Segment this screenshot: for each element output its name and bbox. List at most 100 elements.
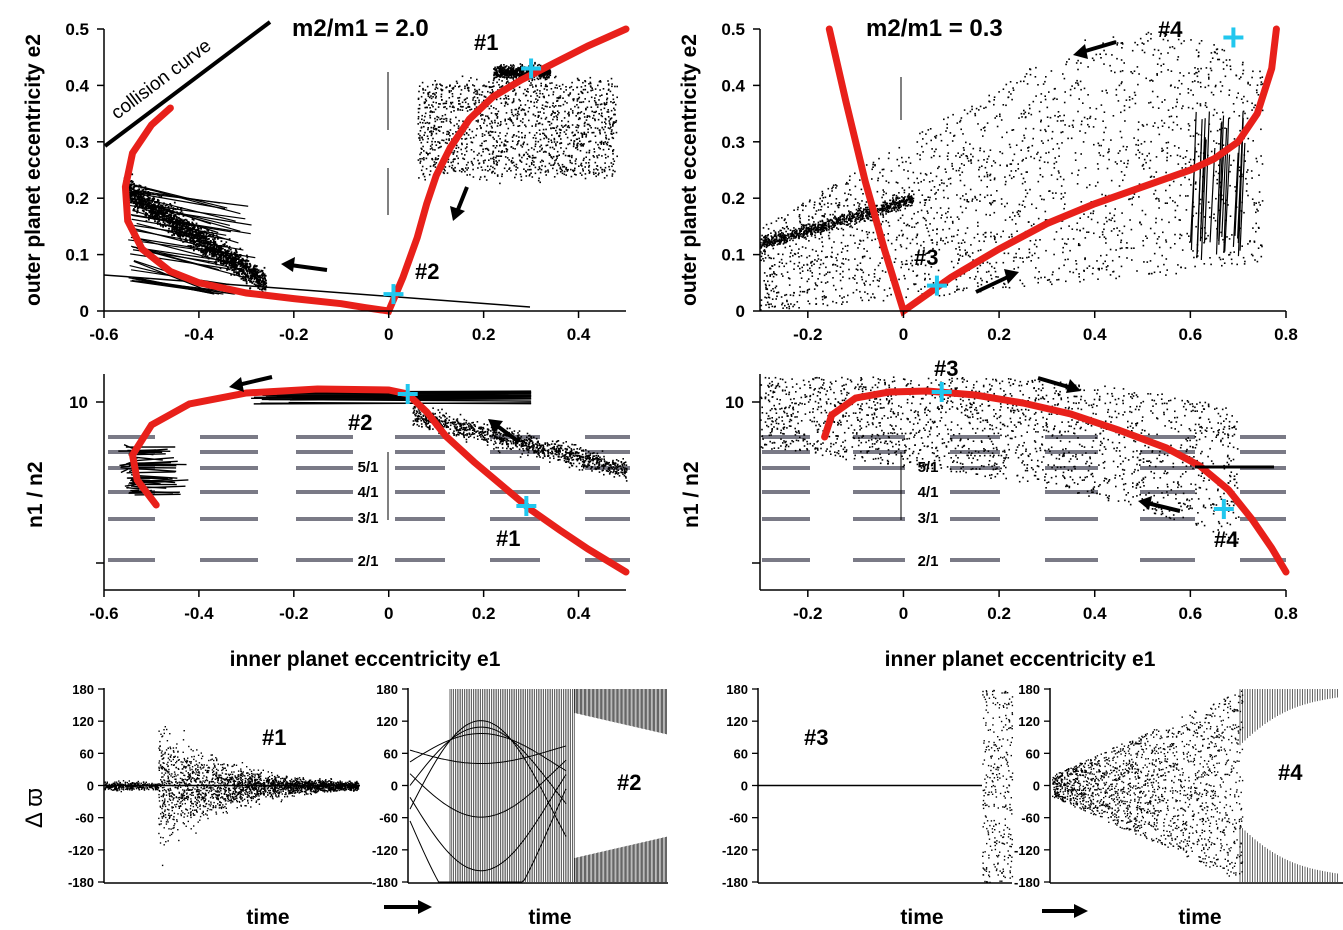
data-point xyxy=(192,218,195,221)
data-point xyxy=(547,138,550,140)
data-point xyxy=(515,173,517,176)
data-point xyxy=(848,268,850,271)
data-point xyxy=(242,269,245,272)
data-point xyxy=(495,140,498,142)
data-point xyxy=(557,97,560,100)
data-point xyxy=(1103,236,1106,238)
data-point xyxy=(446,172,449,174)
data-point xyxy=(930,207,932,209)
data-point xyxy=(583,132,585,134)
data-point xyxy=(608,168,611,171)
data-point xyxy=(176,227,179,230)
panel-a-marker-label-1: #1 xyxy=(474,30,498,55)
data-point xyxy=(523,153,525,156)
data-point xyxy=(505,69,507,72)
data-point xyxy=(460,171,463,173)
data-point xyxy=(439,118,441,121)
data-point xyxy=(611,173,614,175)
data-point xyxy=(826,304,829,307)
data-point xyxy=(583,122,586,125)
data-point xyxy=(1083,116,1086,119)
data-point xyxy=(555,155,558,157)
data-point xyxy=(156,198,159,201)
data-point xyxy=(237,257,240,260)
data-point xyxy=(935,198,937,200)
data-point xyxy=(615,131,618,134)
data-point xyxy=(259,274,261,277)
data-point xyxy=(1147,31,1150,34)
data-point xyxy=(521,64,523,66)
data-point xyxy=(483,99,485,102)
data-point xyxy=(194,245,197,247)
data-point xyxy=(254,276,257,279)
data-point xyxy=(1242,61,1244,64)
data-point xyxy=(536,106,538,109)
band-line xyxy=(133,205,219,234)
data-point xyxy=(1076,79,1078,82)
data-point xyxy=(790,303,792,305)
data-point xyxy=(1198,70,1200,73)
data-point xyxy=(603,169,606,172)
data-point xyxy=(559,129,561,131)
data-point xyxy=(156,215,159,218)
data-point xyxy=(510,66,512,69)
data-point xyxy=(1150,79,1153,81)
data-point xyxy=(256,272,259,275)
data-point xyxy=(451,101,454,104)
data-point xyxy=(488,107,491,110)
data-point xyxy=(1117,234,1119,236)
data-point xyxy=(156,201,159,204)
data-point xyxy=(134,190,137,192)
data-point xyxy=(154,213,157,216)
data-point xyxy=(1242,256,1245,259)
data-point xyxy=(505,101,508,104)
data-point xyxy=(141,189,144,192)
data-point xyxy=(1123,174,1126,176)
data-point xyxy=(493,162,495,165)
data-point xyxy=(154,210,157,213)
data-point xyxy=(506,170,508,172)
data-point xyxy=(482,85,484,87)
data-point xyxy=(205,252,208,255)
data-point xyxy=(599,103,602,106)
data-point xyxy=(430,110,432,112)
data-point xyxy=(519,120,522,122)
data-point xyxy=(556,118,558,121)
data-point xyxy=(231,254,233,257)
data-point xyxy=(778,265,781,268)
data-point xyxy=(449,134,451,137)
data-point xyxy=(776,292,778,294)
data-point xyxy=(579,112,581,114)
data-point xyxy=(467,167,469,169)
data-point xyxy=(185,233,188,236)
data-point xyxy=(1168,221,1170,224)
data-point xyxy=(454,166,456,169)
data-point xyxy=(610,130,613,133)
data-point xyxy=(575,147,577,149)
data-point xyxy=(601,94,603,96)
data-point xyxy=(545,128,547,131)
data-point xyxy=(225,259,228,262)
data-point xyxy=(587,131,589,134)
data-point xyxy=(614,85,616,88)
data-point xyxy=(230,257,232,260)
data-point xyxy=(439,146,441,149)
data-point xyxy=(445,102,448,105)
data-point xyxy=(853,278,856,280)
data-point xyxy=(465,107,468,109)
data-point xyxy=(944,242,946,245)
data-point xyxy=(546,69,548,72)
data-point xyxy=(227,266,229,269)
data-point xyxy=(613,107,615,110)
data-point xyxy=(447,133,450,135)
data-point xyxy=(485,115,487,117)
data-point xyxy=(1156,238,1159,240)
data-point xyxy=(250,276,253,279)
data-point xyxy=(565,129,568,131)
data-point xyxy=(491,122,494,124)
data-point xyxy=(470,108,473,111)
data-point xyxy=(528,107,531,109)
data-point xyxy=(916,153,919,155)
data-point xyxy=(612,102,614,104)
data-point xyxy=(569,161,572,164)
